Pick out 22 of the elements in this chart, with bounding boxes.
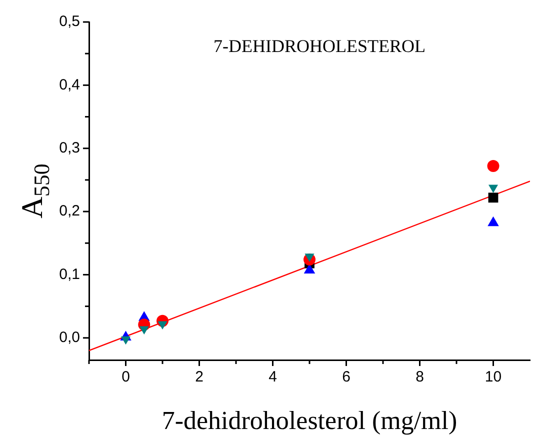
x-tick-label: 8 [416,368,424,386]
y-axis-title: A550 [16,164,54,218]
x-tick-label: 4 [268,368,277,386]
point [139,326,149,335]
point [304,254,314,262]
point [488,192,498,203]
point [158,321,168,330]
point [487,160,500,172]
point [488,184,498,194]
y-tick-label: 0,0 [59,329,80,346]
x-tick-label: 10 [484,368,502,386]
y-tick-label: 0,4 [59,76,80,94]
y-tick-label: 0,2 [59,202,80,220]
x-axis-title: 7-dehidroholesterol (mg/ml) [162,406,458,435]
x-tick-label: 2 [195,368,204,386]
y-tick-label: 0,5 [59,13,80,30]
x-tick-label: 0 [122,368,130,386]
x-tick-label: 6 [342,368,350,386]
text: 7-DEHIDROHOLESTEROL [214,36,426,56]
y-tick-label: 0,3 [59,139,80,156]
point [120,336,131,345]
y-tick-label: 0,1 [59,266,80,283]
